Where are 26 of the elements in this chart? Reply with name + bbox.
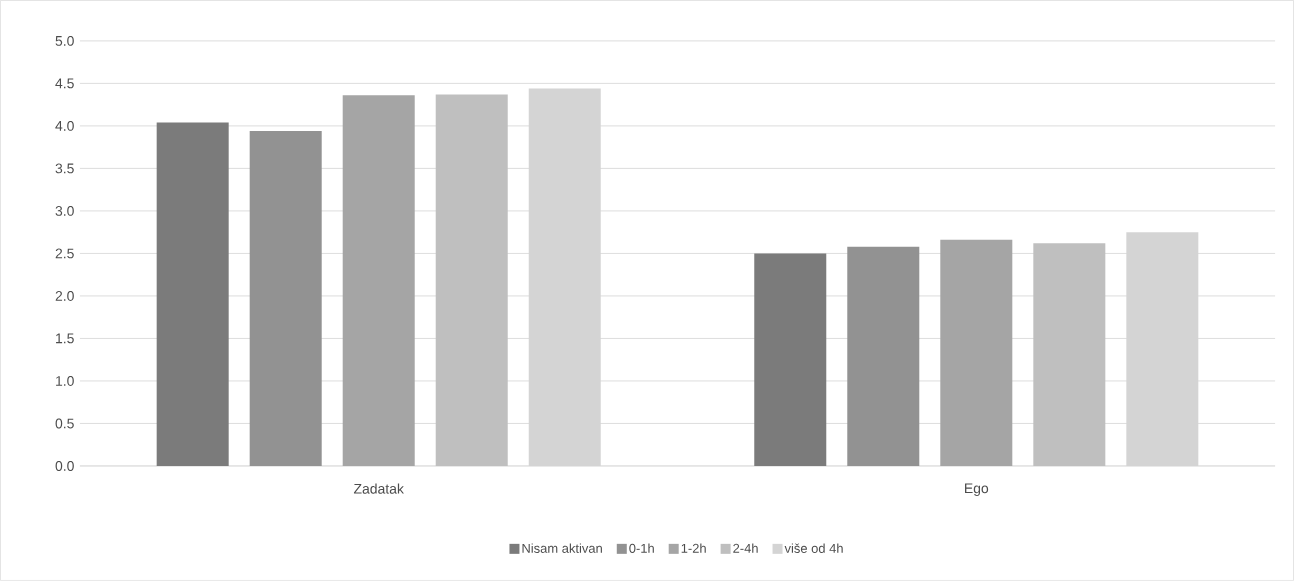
bar [435,94,508,467]
y-tick-label: 4.0 [55,121,74,131]
y-tick-label: 2.5 [55,248,74,259]
y-tick-label: 0.0 [55,461,74,471]
bar [156,122,229,467]
bar [847,246,920,467]
y-tick-label: 1.0 [56,376,74,386]
x-tick-label: Ego [965,483,989,497]
y-tick-label: 1.5 [56,333,74,344]
bar [249,131,322,467]
bar [1033,243,1106,467]
legend-label: više od 4h [784,543,843,553]
legend-label: 2-4h [733,543,758,553]
legend-label: 1-2h [681,543,706,553]
y-tick-label: 2.0 [55,291,74,301]
legend-label: Nisam aktivan [522,543,602,553]
legend-label: 0-1h [629,543,654,553]
bar [342,95,415,467]
y-tick-label: 0.5 [55,418,74,429]
y-tick-label: 3.0 [55,206,74,216]
y-tick-label: 5.0 [55,36,74,46]
x-tick-label: Zadatak [353,483,404,494]
y-tick-label: 4.5 [55,78,74,89]
y-tick-label: 3.5 [55,163,74,174]
bar [940,239,1013,467]
bar [754,253,827,467]
